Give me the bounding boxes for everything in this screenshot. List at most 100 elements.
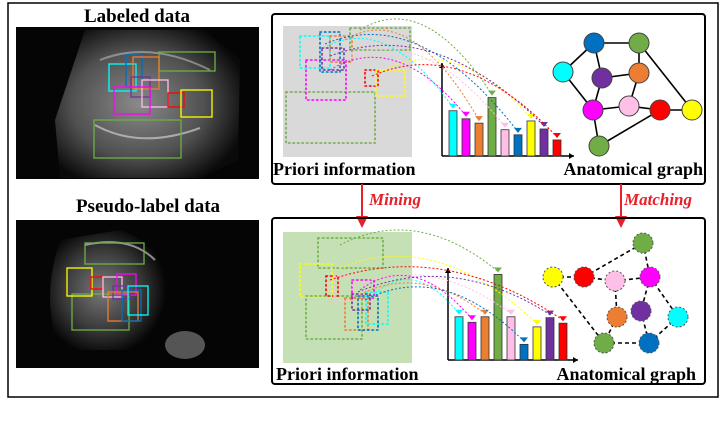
green-mapping-curve xyxy=(339,229,499,272)
green-bounding-box xyxy=(71,293,130,331)
blue-curve-arrowhead xyxy=(514,127,522,133)
magenta-bounding-box xyxy=(113,86,151,115)
magenta-prior-box xyxy=(305,59,347,101)
edge-red-green xyxy=(583,242,644,278)
blue-graph-node xyxy=(638,332,660,354)
cyan-histogram-bar xyxy=(448,110,458,157)
priori-information-label-bottom: Priori information xyxy=(276,364,418,384)
priori-region-top xyxy=(283,26,412,157)
magenta-graph-node xyxy=(582,99,604,121)
y-axis-arrowhead xyxy=(445,268,451,273)
magenta-bounding-box xyxy=(116,273,137,296)
purple-graph-node xyxy=(630,300,652,322)
pink-histogram-bar xyxy=(506,316,516,361)
orange-graph-node xyxy=(606,306,628,328)
magenta-curve-arrowhead xyxy=(468,315,476,321)
x-axis-arrowhead xyxy=(573,357,578,363)
anatomical-graph-label-bottom: Anatomical graph xyxy=(557,364,697,384)
purple-curve-arrowhead xyxy=(546,310,554,316)
orange-histogram-bar xyxy=(474,122,484,157)
cyan-prior-box xyxy=(365,291,389,325)
cyan-graph-node xyxy=(552,61,574,83)
orange-bounding-box xyxy=(132,56,160,90)
red-histogram-bar xyxy=(558,322,568,361)
yellow-prior-box xyxy=(299,263,333,298)
orange-graph-node xyxy=(628,62,650,84)
cyan-bounding-box xyxy=(127,285,149,316)
mining-label: Mining xyxy=(368,190,421,209)
magenta-histogram-bar xyxy=(461,118,471,157)
pseudo-label-data-title: Pseudo-label data xyxy=(76,196,221,217)
yellow-bounding-box xyxy=(66,267,93,297)
anatomical-graph-label-top: Anatomical graph xyxy=(564,159,704,179)
green-2-graph-node xyxy=(593,332,615,354)
green-histogram-bar xyxy=(493,274,503,361)
labeled-panel-frame xyxy=(271,13,706,185)
blue-bounding-box xyxy=(121,289,142,322)
yellow-graph-node xyxy=(681,99,703,121)
yellow-histogram-bar xyxy=(532,326,542,361)
pseudo-label-panel-frame xyxy=(271,217,706,385)
magenta-graph-node xyxy=(639,266,661,288)
green-curve-arrowhead xyxy=(494,267,502,273)
purple-mapping-curve xyxy=(357,275,551,316)
yellow-mapping-curve xyxy=(379,58,532,119)
pink-graph-node xyxy=(618,95,640,117)
purple-histogram-bar xyxy=(545,317,555,361)
pink-histogram-bar xyxy=(500,129,510,157)
red-prior-box xyxy=(325,275,339,297)
red-mapping-curve xyxy=(371,64,558,138)
purple-graph-node xyxy=(591,67,613,89)
green-bounding-box xyxy=(84,242,145,265)
blue-mapping-curve xyxy=(364,286,525,342)
pink-curve-arrowhead xyxy=(507,309,515,315)
orange-curve-arrowhead xyxy=(475,116,483,122)
green-2-graph-node xyxy=(588,135,610,157)
magenta-histogram-bar xyxy=(467,321,477,361)
edge-purple-blue xyxy=(640,310,650,344)
cyan-graph-node xyxy=(667,306,689,328)
green-prior-box xyxy=(285,91,376,144)
pink-graph-node xyxy=(604,270,626,292)
purple-mapping-curve xyxy=(329,44,545,127)
edge-green2-red xyxy=(598,109,661,147)
yellow-histogram-bar xyxy=(526,120,536,157)
yellow-mapping-curve xyxy=(339,255,538,325)
blue-curve-arrowhead xyxy=(520,337,528,343)
priori-region-bottom xyxy=(283,232,412,363)
pseudo-label-ultrasound-image xyxy=(16,220,259,368)
cyan-prior-box xyxy=(299,35,331,69)
blue-graph-node xyxy=(583,32,605,54)
yellow-curve-arrowhead xyxy=(533,319,541,325)
purple-histogram-bar xyxy=(539,128,549,157)
orange-mapping-curve xyxy=(344,29,480,121)
red-graph-node xyxy=(573,266,595,288)
cyan-curve-arrowhead xyxy=(449,103,457,109)
blue-prior-box xyxy=(357,295,379,331)
cyan-mapping-curve xyxy=(371,279,460,315)
green-graph-node xyxy=(628,32,650,54)
orange-prior-box xyxy=(329,35,353,63)
red-curve-arrowhead xyxy=(553,132,561,138)
green-histogram-bar xyxy=(487,97,497,157)
orange-mapping-curve xyxy=(349,282,486,315)
green-prior-box xyxy=(317,237,384,269)
pink-mapping-curve xyxy=(339,48,506,128)
edge-green-yellow xyxy=(638,42,693,111)
purple-prior-box xyxy=(321,47,345,71)
red-bounding-box xyxy=(167,92,185,108)
red-prior-box xyxy=(364,69,379,87)
blue-histogram-bar xyxy=(513,134,523,157)
matching-label: Matching xyxy=(623,190,693,209)
yellow-prior-box xyxy=(375,69,406,97)
labeled-ultrasound-image xyxy=(16,27,259,179)
red-histogram-bar xyxy=(552,139,562,157)
blue-mapping-curve xyxy=(324,33,519,133)
orange-histogram-bar xyxy=(480,316,490,361)
green-curve-arrowhead xyxy=(488,90,496,96)
priori-information-label-top: Priori information xyxy=(273,159,415,179)
red-graph-node xyxy=(649,99,671,121)
cyan-histogram-bar xyxy=(454,316,464,361)
cyan-curve-arrowhead xyxy=(455,309,463,315)
